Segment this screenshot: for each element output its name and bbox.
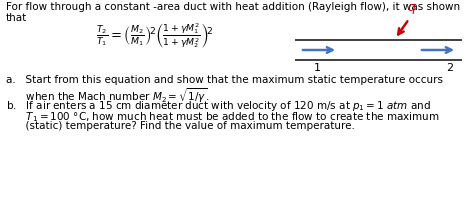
Text: 2: 2 (447, 63, 454, 73)
Text: when the Mach number $M_2 = \sqrt{1/\gamma}$.: when the Mach number $M_2 = \sqrt{1/\gam… (6, 86, 210, 105)
Text: For flow through a constant -area duct with heat addition (Rayleigh flow), it wa: For flow through a constant -area duct w… (6, 2, 460, 12)
Text: a.   Start from this equation and show that the maximum static temperature occur: a. Start from this equation and show tha… (6, 75, 443, 85)
Text: b.   If air enters a 15 cm diameter duct with velocity of 120 m/s at $p_1 = 1$ $: b. If air enters a 15 cm diameter duct w… (6, 99, 431, 113)
Text: (static) temperature? Find the value of maximum temperature.: (static) temperature? Find the value of … (6, 121, 355, 131)
Text: 1: 1 (313, 63, 320, 73)
Text: $\frac{T_2}{T_1} = \left(\frac{M_2}{M_1}\right)^{\!2} \left(\frac{1 + \gamma M_1: $\frac{T_2}{T_1} = \left(\frac{M_2}{M_1}… (96, 22, 214, 50)
Text: $q$: $q$ (407, 2, 417, 16)
Text: $T_1 = 100$ °C, how much heat must be added to the flow to create the maximum: $T_1 = 100$ °C, how much heat must be ad… (6, 110, 440, 124)
Text: that: that (6, 13, 27, 23)
